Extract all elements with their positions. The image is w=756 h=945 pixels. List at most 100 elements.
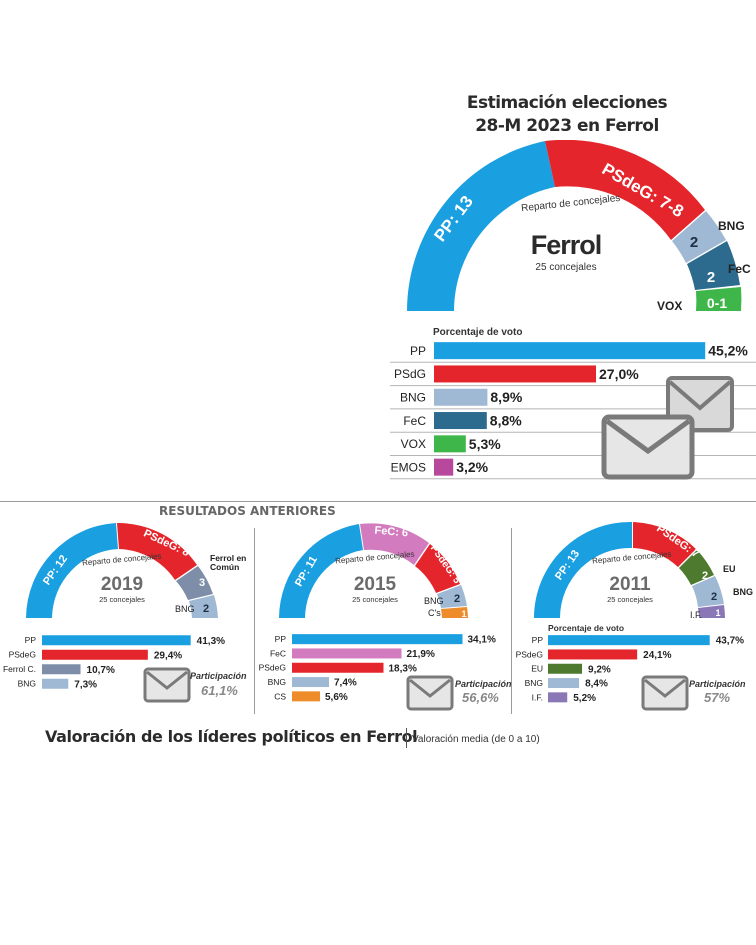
side-label-eu: EU [723, 564, 736, 574]
main-title: Estimación elecciones 28-M 2023 en Ferro… [437, 92, 697, 138]
bar [42, 678, 69, 689]
arc-segment-fec [687, 241, 740, 290]
side-label-ferrol: Ferrol en Común [210, 553, 247, 572]
arc-segment-bng [437, 585, 467, 608]
arc-label-vox: 0-1 [707, 295, 727, 311]
column-divider [511, 528, 512, 714]
main-vote-chart: PP 45,2% PSdG 27,0% BNG 8,9% FeC 8,8% VOX 5,3% POD… [390, 342, 756, 480]
bar-value-label: 10,7% [87, 665, 115, 676]
bar-value-label: 5,6% [325, 692, 348, 703]
arc-segment-bng [672, 211, 726, 263]
bar [434, 458, 454, 476]
participation-value: 56,6% [462, 690, 499, 705]
side-label-cs: C's [428, 608, 441, 618]
bar-value-label: 9,2% [588, 664, 611, 675]
participation-label: Participación [689, 679, 746, 689]
year-label: 2019 [101, 574, 143, 595]
participation-value: 57% [704, 690, 731, 705]
bar-value-label: 21,9% [407, 649, 435, 660]
bar [434, 388, 488, 406]
envelope-icon [641, 675, 689, 711]
envelope-icon [601, 414, 695, 480]
side-label-bng: BNG [424, 596, 444, 606]
arc-segment-vox [696, 287, 742, 311]
bar [548, 649, 638, 660]
bar-category-label: PP [275, 634, 287, 644]
bar-category-label: CS [274, 691, 286, 701]
arc-label-ferrol: 3 [199, 577, 205, 589]
arc-segment-fec [360, 523, 429, 565]
arc-segment-bng [189, 595, 218, 618]
bar-value-label: 8,9% [490, 389, 522, 405]
side-label-fec: FeC [728, 262, 751, 276]
side-label-vox: VOX [657, 299, 683, 313]
bar-value-label: 7,4% [334, 678, 357, 689]
reparto-label: Reparto de concejales [521, 193, 621, 214]
bar-category-label: BNG [525, 678, 543, 688]
vote-header: Porcentaje de voto [433, 327, 523, 338]
bar-category-label: BNG [400, 390, 426, 404]
participation-value: 61,1% [201, 683, 238, 698]
bar-value-label: 29,4% [154, 650, 182, 661]
seats-total: 25 concejales [99, 595, 145, 604]
bar-category-label: EU [531, 664, 543, 674]
arc-segment-psdeg [117, 522, 197, 580]
bar [548, 663, 583, 674]
seat-arc-2015: PP: 11 FeC: 6 PSdeG: 5 2 1 Reparto de co… [279, 523, 468, 619]
bar [292, 677, 329, 688]
bar [434, 342, 706, 360]
bar-category-label: FeC [270, 648, 286, 658]
year-label: 2015 [354, 574, 397, 595]
arc-segment-psdeg [415, 544, 460, 593]
seats-total: 25 concejales [535, 262, 596, 273]
bar-category-label: Ferrol C. [3, 664, 36, 674]
bar-value-label: 34,1% [468, 635, 496, 646]
bar-value-label: 7,3% [74, 679, 97, 690]
title-separator [406, 728, 407, 748]
arc-segment-psdeg [633, 522, 696, 567]
participation-label: Participación [455, 679, 512, 689]
seats-total: 25 concejales [352, 595, 398, 604]
bar [42, 664, 81, 675]
seats-total: 25 concejales [607, 595, 653, 604]
seat-arc-2019: PP: 12 PSdeG: 8 3 2 Reparto de concejale… [26, 522, 218, 618]
bar-value-label: 43,7% [716, 636, 744, 647]
city-name: Ferrol [531, 230, 602, 260]
bar-category-label: FeC [403, 414, 426, 428]
bar-value-label: 3,2% [456, 459, 488, 475]
envelope-icon [406, 675, 454, 711]
side-label-bng: BNG [733, 587, 753, 597]
vote-chart-2011: PP 43,7% PSdeG 24,1% EU 9,2% BNG 8,4% I.F. 5,2% [516, 635, 745, 704]
arc-label-eu: 2 [702, 570, 708, 582]
bar-value-label: 45,2% [708, 343, 748, 359]
bar [548, 678, 580, 689]
bar-category-label: PSdeG [9, 650, 36, 660]
arc-label-if: 1 [715, 608, 720, 618]
arc-segment-pp [279, 524, 363, 618]
arc-segment-pp [407, 141, 555, 311]
bar-category-label: PP [25, 635, 37, 645]
vote-chart-2015: PP 34,1% FeC 21,9% PSdeG 18,3% BNG 7,4% CS 5,6% [259, 634, 496, 703]
leaders-section-title: Valoración de los líderes políticos en F… [45, 727, 418, 746]
arc-segment-if [698, 605, 725, 618]
envelope-icon [143, 667, 191, 703]
bar-category-label: PSdG [394, 367, 426, 381]
arc-label-bng: 2 [690, 234, 698, 251]
bar [292, 634, 463, 645]
bar [42, 635, 191, 646]
arc-segment-psdeg [545, 140, 705, 240]
arc-label-bng: 2 [454, 593, 460, 605]
bar-category-label: PODEMOS [390, 460, 426, 474]
column-divider [254, 528, 255, 714]
bar-category-label: BNG [18, 679, 36, 689]
side-label-bng: BNG [718, 219, 745, 233]
arc-segment-pp [26, 523, 118, 618]
arc-label-bng: 2 [711, 591, 717, 603]
bar-value-label: 24,1% [643, 650, 671, 661]
arc-label-fec: FeC: 6 [374, 525, 409, 540]
bar-category-label: PSdeG [259, 663, 286, 673]
bar [548, 692, 568, 703]
bar [434, 435, 466, 453]
leaders-section-subtitle: Valoración media (de 0 a 10) [412, 734, 540, 745]
arc-segment-bng [692, 576, 724, 607]
